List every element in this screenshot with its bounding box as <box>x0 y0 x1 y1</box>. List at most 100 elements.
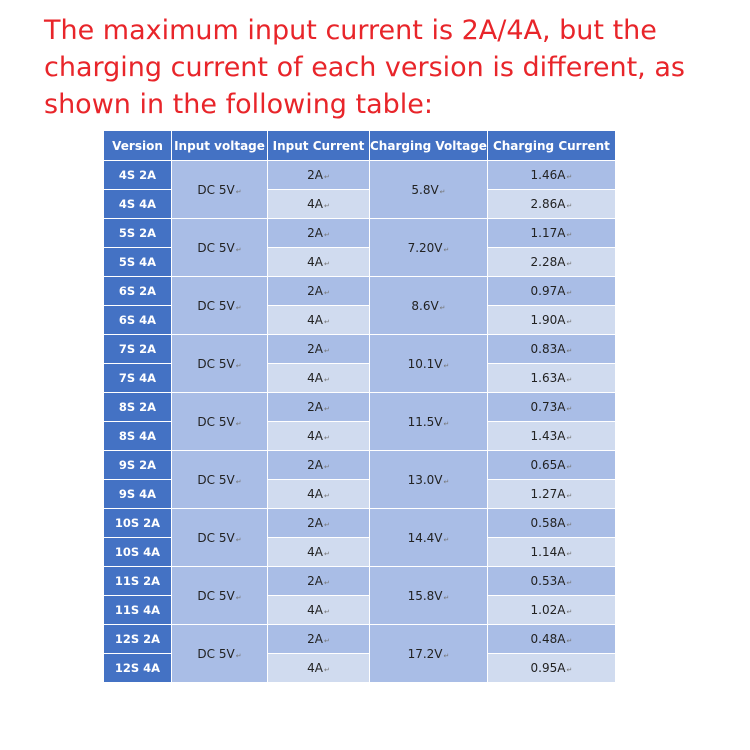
version-cell-text: 7S 4A <box>118 371 157 385</box>
charging-current-cell: 0.73A↵ <box>486 392 616 422</box>
input-current-cell: 2A↵ <box>267 450 370 480</box>
input-current-cell: 2A↵ <box>267 392 370 422</box>
input-voltage-cell: DC 5V↵ <box>171 566 268 625</box>
input-current-cell: 4A↵ <box>267 189 370 219</box>
return-mark-icon: ↵ <box>323 289 330 297</box>
table-row: 7S 4A 4A↵ 1.63A↵ <box>103 363 616 393</box>
input-current-cell-text: 4A <box>307 371 323 385</box>
return-mark-icon: ↵ <box>566 521 573 529</box>
return-mark-icon: ↵ <box>323 376 330 384</box>
return-mark-icon: ↵ <box>566 666 573 674</box>
return-mark-icon: ↵ <box>323 463 330 471</box>
return-mark-icon: ↵ <box>566 318 573 326</box>
return-mark-icon: ↵ <box>566 637 573 645</box>
table-row: 10S 4A 4A↵ 1.14A↵ <box>103 537 616 567</box>
input-current-cell-text: 4A <box>307 545 323 559</box>
input-current-cell-text: 2A <box>307 574 323 588</box>
charging-current-cell-text: 0.53A <box>530 574 566 588</box>
return-mark-icon: ↵ <box>323 492 330 500</box>
return-mark-icon: ↵ <box>566 579 573 587</box>
return-mark-icon: ↵ <box>235 477 242 486</box>
return-mark-icon: ↵ <box>439 303 446 312</box>
version-cell-text: 5S 2A <box>118 226 157 240</box>
version-cell-text: 6S 4A <box>118 313 157 327</box>
return-mark-icon: ↵ <box>323 579 330 587</box>
table-row: 5S 2A DC 5V↵ 2A↵ 7.20V↵ 1.17A↵ <box>103 218 616 277</box>
return-mark-icon: ↵ <box>566 463 573 471</box>
return-mark-icon: ↵ <box>443 535 450 544</box>
version-cell-text: 6S 2A <box>118 284 157 298</box>
input-current-cell: 2A↵ <box>267 508 370 538</box>
version-cell: 5S 4A <box>103 247 172 277</box>
input-current-cell-text: 2A <box>307 168 323 182</box>
version-cell: 12S 2A <box>103 624 172 654</box>
charging-current-cell: 0.83A↵ <box>486 334 616 364</box>
version-cell-text: 10S 4A <box>114 545 161 559</box>
version-cell-text: 5S 4A <box>118 255 157 269</box>
charging-current-cell: 1.17A↵ <box>486 218 616 248</box>
return-mark-icon: ↵ <box>235 651 242 660</box>
input-current-cell-text: 2A <box>307 400 323 414</box>
return-mark-icon: ↵ <box>443 593 450 602</box>
charging-voltage-cell: 13.0V↵ <box>369 450 488 509</box>
input-current-cell: 4A↵ <box>267 595 370 625</box>
charging-current-cell: 0.97A↵ <box>486 276 616 306</box>
input-current-cell-text: 4A <box>307 429 323 443</box>
charging-voltage-cell-text: 10.1V <box>407 356 443 371</box>
charging-current-cell-text: 2.28A <box>530 255 566 269</box>
header-version: Version <box>103 130 172 161</box>
return-mark-icon: ↵ <box>323 405 330 413</box>
return-mark-icon: ↵ <box>566 173 573 181</box>
charging-current-cell-text: 1.63A <box>530 371 566 385</box>
input-voltage-cell-text: DC 5V <box>197 472 235 487</box>
version-cell-text: 11S 2A <box>114 574 161 588</box>
return-mark-icon: ↵ <box>323 347 330 355</box>
header-input-current: Input Current <box>267 130 370 161</box>
input-current-cell-text: 2A <box>307 632 323 646</box>
charging-current-cell: 1.90A↵ <box>486 305 616 335</box>
input-current-cell-text: 2A <box>307 342 323 356</box>
charging-current-cell: 0.95A↵ <box>486 653 616 683</box>
version-cell-text: 4S 4A <box>118 197 157 211</box>
input-voltage-cell: DC 5V↵ <box>171 508 268 567</box>
return-mark-icon: ↵ <box>235 303 242 312</box>
charging-voltage-cell: 11.5V↵ <box>369 392 488 451</box>
version-cell: 9S 2A <box>103 450 172 480</box>
charging-spec-table: Version Input voltage Input Current Char… <box>103 130 616 683</box>
return-mark-icon: ↵ <box>323 318 330 326</box>
return-mark-icon: ↵ <box>323 550 330 558</box>
return-mark-icon: ↵ <box>323 521 330 529</box>
charging-current-cell-text: 1.02A <box>530 603 566 617</box>
return-mark-icon: ↵ <box>323 637 330 645</box>
return-mark-icon: ↵ <box>323 666 330 674</box>
charging-current-cell-text: 1.46A <box>530 168 566 182</box>
input-voltage-cell-text: DC 5V <box>197 240 235 255</box>
charging-voltage-cell-text: 11.5V <box>407 414 443 429</box>
return-mark-icon: ↵ <box>566 202 573 210</box>
return-mark-icon: ↵ <box>443 651 450 660</box>
input-voltage-cell-text: DC 5V <box>197 298 235 313</box>
input-current-cell: 2A↵ <box>267 276 370 306</box>
input-current-cell: 4A↵ <box>267 247 370 277</box>
return-mark-icon: ↵ <box>443 419 450 428</box>
input-voltage-cell-text: DC 5V <box>197 356 235 371</box>
input-current-cell-text: 4A <box>307 313 323 327</box>
charging-current-cell: 0.53A↵ <box>486 566 616 596</box>
input-current-cell-text: 2A <box>307 284 323 298</box>
version-cell: 9S 4A <box>103 479 172 509</box>
input-current-cell-text: 4A <box>307 661 323 675</box>
return-mark-icon: ↵ <box>323 608 330 616</box>
input-current-cell: 2A↵ <box>267 218 370 248</box>
return-mark-icon: ↵ <box>235 419 242 428</box>
return-mark-icon: ↵ <box>566 231 573 239</box>
charging-voltage-cell-text: 14.4V <box>407 530 443 545</box>
return-mark-icon: ↵ <box>566 289 573 297</box>
version-cell: 8S 4A <box>103 421 172 451</box>
charging-voltage-cell: 10.1V↵ <box>369 334 488 393</box>
input-voltage-cell-text: DC 5V <box>197 646 235 661</box>
version-cell: 7S 4A <box>103 363 172 393</box>
return-mark-icon: ↵ <box>235 245 242 254</box>
table-row: 6S 2A DC 5V↵ 2A↵ 8.6V↵ 0.97A↵ <box>103 276 616 335</box>
charging-current-cell-text: 0.58A <box>530 516 566 530</box>
version-cell: 7S 2A <box>103 334 172 364</box>
